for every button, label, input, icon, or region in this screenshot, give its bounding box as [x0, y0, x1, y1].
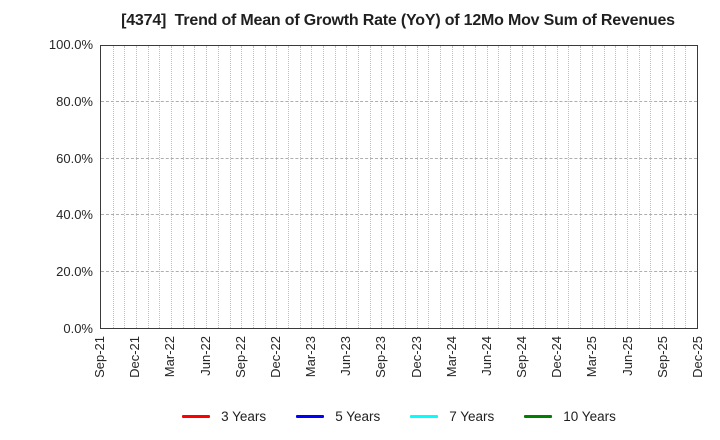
legend-label: 7 Years — [449, 408, 495, 424]
v-gridline — [369, 46, 371, 328]
legend-item: 3 Years — [182, 409, 266, 424]
y-tick-label: 80.0% — [56, 93, 93, 109]
v-gridline — [673, 46, 675, 328]
v-gridline — [112, 46, 114, 328]
x-tick-label: Jun-22 — [197, 336, 213, 376]
legend-line-swatch — [410, 414, 439, 418]
v-gridline — [124, 46, 126, 328]
x-tick-label: Dec-22 — [267, 336, 283, 378]
x-tick-label: Sep-22 — [232, 336, 248, 378]
h-gridline — [101, 157, 697, 159]
v-gridline — [439, 46, 441, 328]
h-gridline — [101, 101, 697, 103]
x-tick-label: Dec-24 — [549, 336, 565, 378]
y-tick-label: 40.0% — [56, 207, 93, 223]
v-gridline — [252, 46, 254, 328]
x-tick-label: Mar-22 — [162, 336, 178, 378]
v-gridline — [194, 46, 196, 328]
legend-label: 5 Years — [335, 408, 381, 424]
v-gridline — [147, 46, 149, 328]
legend-label: 10 Years — [563, 408, 616, 424]
v-gridline — [463, 46, 465, 328]
legend-line-swatch — [296, 414, 325, 418]
v-gridline — [626, 46, 628, 328]
v-gridline — [323, 46, 325, 328]
v-gridline — [580, 46, 582, 328]
y-tick-label: 100.0% — [48, 37, 93, 52]
x-tick-label: Mar-24 — [443, 336, 459, 378]
v-gridline — [276, 46, 278, 328]
x-tick-label: Jun-25 — [619, 336, 635, 376]
v-gridline — [346, 46, 348, 328]
v-gridline — [533, 46, 535, 328]
v-gridline — [568, 46, 570, 328]
v-gridline — [217, 46, 219, 328]
v-gridline — [404, 46, 406, 328]
chart-title: [4374] Trend of Mean of Growth Rate (YoY… — [121, 12, 675, 29]
v-gridline — [229, 46, 231, 328]
x-tick-label: Jun-24 — [478, 336, 494, 376]
legend-item: 5 Years — [296, 409, 380, 424]
v-gridline — [685, 46, 687, 328]
legend-line-swatch — [182, 414, 211, 418]
h-gridline — [101, 214, 697, 216]
legend-line-swatch — [524, 414, 553, 418]
v-gridline — [474, 46, 476, 328]
v-gridline — [486, 46, 488, 328]
v-gridline — [521, 46, 523, 328]
v-gridline — [498, 46, 500, 328]
v-gridline — [334, 46, 336, 328]
x-tick-label: Sep-23 — [373, 336, 389, 378]
x-tick-label: Sep-24 — [514, 336, 530, 378]
v-gridline — [171, 46, 173, 328]
x-tick-label: Mar-23 — [303, 336, 319, 378]
v-gridline — [393, 46, 395, 328]
v-gridline — [603, 46, 605, 328]
x-tick-label: Dec-21 — [127, 336, 143, 378]
v-gridline — [428, 46, 430, 328]
v-gridline — [299, 46, 301, 328]
v-gridline — [136, 46, 138, 328]
x-tick-label: Dec-23 — [408, 336, 424, 378]
y-tick-label: 0.0% — [63, 321, 93, 336]
v-gridline — [241, 46, 243, 328]
v-gridline — [206, 46, 208, 328]
legend-item: 10 Years — [524, 409, 616, 424]
v-gridline — [661, 46, 663, 328]
v-gridline — [556, 46, 558, 328]
v-gridline — [311, 46, 313, 328]
v-gridline — [650, 46, 652, 328]
h-gridline — [101, 270, 697, 272]
legend-item: 7 Years — [410, 409, 494, 424]
v-gridline — [182, 46, 184, 328]
v-gridline — [545, 46, 547, 328]
x-tick-label: Dec-25 — [690, 336, 705, 378]
v-gridline — [638, 46, 640, 328]
v-gridline — [591, 46, 593, 328]
legend-label: 3 Years — [221, 408, 267, 424]
v-gridline — [381, 46, 383, 328]
v-gridline — [451, 46, 453, 328]
chart-legend: 3 Years 5 Years 7 Years 10 Years — [100, 403, 698, 429]
v-gridline — [358, 46, 360, 328]
x-tick-label: Sep-21 — [92, 336, 107, 378]
x-tick-label: Sep-25 — [654, 336, 670, 378]
y-tick-label: 20.0% — [56, 264, 93, 280]
x-tick-label: Mar-25 — [584, 336, 600, 378]
v-gridline — [615, 46, 617, 328]
v-gridline — [416, 46, 418, 328]
x-tick-label: Jun-23 — [338, 336, 354, 376]
v-gridline — [264, 46, 266, 328]
y-tick-label: 60.0% — [56, 150, 93, 166]
v-gridline — [287, 46, 289, 328]
v-gridline — [510, 46, 512, 328]
plot-area — [100, 45, 698, 329]
v-gridline — [159, 46, 161, 328]
